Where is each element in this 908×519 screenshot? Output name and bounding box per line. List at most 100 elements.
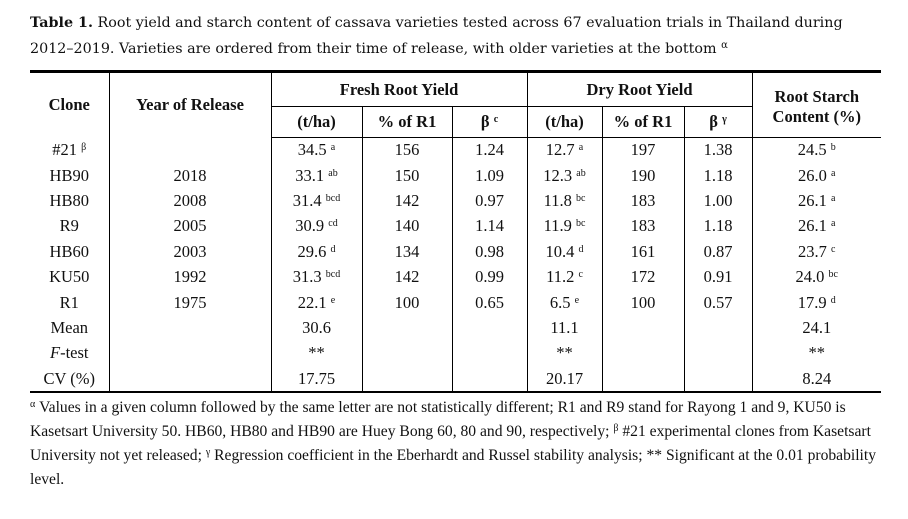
table-row: HB90 2018 33.1 ab 150 1.09 12.3 ab 190 1.18 26.0… (30, 162, 882, 189)
cell-dry-yield: 11.2 c (526, 264, 603, 290)
cell-fresh-pct: 100 (361, 289, 452, 316)
cell-clone: R9 (59, 216, 79, 236)
cell-dry-beta: 0.87 (683, 239, 753, 265)
cell-clone: #21 β (52, 139, 87, 159)
cell-empty (601, 315, 685, 341)
cell-fresh-beta: 0.98 (451, 239, 528, 265)
header-clone: Clone (30, 70, 109, 137)
cell-dry-pct: 172 (601, 264, 685, 290)
cell-summary-starch: ** (751, 340, 882, 367)
cell-fresh-pct: 156 (361, 137, 452, 163)
table-row: R9 2005 30.9 cd 140 1.14 11.9 bc 183 1.18 26.1 a (30, 213, 882, 240)
cell-empty (683, 366, 753, 394)
cell-empty (108, 315, 271, 341)
cell-fresh-yield: 34.5 a (270, 137, 362, 163)
cell-fresh-pct: 142 (361, 188, 452, 214)
cell-summary-starch: 24.1 (751, 315, 882, 341)
header-dry-pct: % of R1 (601, 106, 685, 138)
cell-summary-label: Mean (50, 317, 89, 337)
header-dry-beta: β γ (683, 106, 753, 138)
cell-fresh-beta: 0.65 (451, 289, 528, 316)
cell-dry-pct: 197 (601, 137, 685, 163)
table-row: HB80 2008 31.4 bcd 142 0.97 11.8 bc 183 1.00 26.… (30, 188, 882, 214)
cell-dry-beta: 0.91 (683, 264, 753, 290)
summary-row: Mean 30.6 11.1 24.1 (30, 315, 882, 341)
cell-year: 2008 (108, 188, 271, 214)
table-row: #21 β 34.5 a 156 1.24 12.7 a 197 1.38 24.5 b (30, 137, 882, 163)
table-row: HB60 2003 29.6 d 134 0.98 10.4 d 161 0.87 23.7 c (30, 239, 882, 265)
table-row: R1 1975 22.1 e 100 0.65 6.5 e 100 0.57 17.9 d (30, 289, 882, 316)
cell-summary-fresh: 17.75 (270, 366, 362, 394)
cell-empty (361, 340, 452, 367)
cell-starch: 24.5 b (751, 137, 882, 163)
cell-fresh-pct: 140 (361, 213, 452, 240)
cell-year: 1975 (108, 289, 271, 316)
cell-dry-pct: 190 (601, 162, 685, 189)
cell-fresh-beta: 1.09 (451, 162, 528, 189)
cell-fresh-beta: 0.99 (451, 264, 528, 290)
header-fresh-beta: β c (451, 106, 528, 138)
cell-dry-pct: 161 (601, 239, 685, 265)
summary-row: CV (%) 17.75 20.17 8.24 (30, 366, 882, 394)
cell-clone: HB60 (49, 241, 89, 261)
cell-empty (683, 315, 753, 341)
cell-fresh-beta: 1.24 (451, 137, 528, 163)
cell-clone: R1 (59, 292, 79, 312)
cell-fresh-beta: 0.97 (451, 188, 528, 214)
cell-dry-pct: 183 (601, 188, 685, 214)
table-row: KU50 1992 31.3 bcd 142 0.99 11.2 c 172 0.91 24.0… (30, 264, 882, 290)
cell-empty (601, 340, 685, 367)
cell-year: 2003 (108, 239, 271, 265)
cell-dry-beta: 0.57 (683, 289, 753, 316)
cell-fresh-beta: 1.14 (451, 213, 528, 240)
cell-empty (108, 340, 271, 367)
cell-dry-beta: 1.00 (683, 188, 753, 214)
cell-summary-starch: 8.24 (751, 366, 882, 394)
cell-fresh-yield: 33.1 ab (270, 162, 362, 189)
cell-dry-yield: 12.7 a (526, 137, 603, 163)
cell-dry-yield: 11.9 bc (526, 213, 603, 240)
cell-fresh-pct: 142 (361, 264, 452, 290)
cell-starch: 26.0 a (751, 162, 882, 189)
cell-clone: HB90 (49, 165, 89, 185)
cell-dry-beta: 1.18 (683, 162, 753, 189)
cell-dry-yield: 12.3 ab (526, 162, 603, 189)
cell-summary-label: CV (%) (30, 366, 109, 394)
cell-empty (108, 366, 271, 394)
cell-dry-yield: 6.5 e (526, 289, 603, 316)
cell-starch: 17.9 d (751, 289, 882, 316)
cell-starch: 23.7 c (751, 239, 882, 265)
cell-summary-dry: ** (526, 340, 603, 367)
cell-dry-pct: 100 (601, 289, 685, 316)
header-row: Clone Year of Release Fresh Root Yield D… (30, 70, 882, 137)
cell-fresh-yield: 29.6 d (270, 239, 362, 265)
cell-empty (451, 366, 528, 394)
summary-row: F-test ** ** ** (30, 340, 882, 367)
caption-sup: α (721, 40, 728, 51)
cell-fresh-yield: 31.3 bcd (270, 264, 362, 290)
cell-starch: 24.0 bc (751, 264, 882, 290)
table-figure: Table 1. Root yield and starch content o… (30, 10, 882, 492)
cell-dry-pct: 183 (601, 213, 685, 240)
cell-dry-beta: 1.18 (683, 213, 753, 240)
table-footnote: α Values in a given column followed by t… (30, 399, 877, 488)
cell-empty (451, 315, 528, 341)
cell-starch: 26.1 a (751, 213, 882, 240)
cell-year: 2005 (108, 213, 271, 240)
cell-summary-label: F-test (49, 343, 89, 363)
cell-clone: HB80 (49, 190, 89, 210)
cell-dry-yield: 10.4 d (526, 239, 603, 265)
cell-fresh-yield: 31.4 bcd (270, 188, 362, 214)
cell-summary-fresh: 30.6 (270, 315, 362, 341)
cell-dry-beta: 1.38 (683, 137, 753, 163)
header-starch-1: Root Starch (751, 70, 882, 107)
cell-empty (601, 366, 685, 394)
cell-empty (361, 315, 452, 341)
cell-summary-dry: 11.1 (526, 315, 603, 341)
header-fresh: Fresh Root Yield (270, 70, 528, 107)
cell-fresh-yield: 22.1 e (270, 289, 362, 316)
cell-year: 2018 (108, 162, 271, 189)
cell-empty (451, 340, 528, 367)
table-caption: Table 1. Root yield and starch content o… (30, 10, 880, 62)
header-dry-tha: (t/ha) (526, 106, 603, 138)
